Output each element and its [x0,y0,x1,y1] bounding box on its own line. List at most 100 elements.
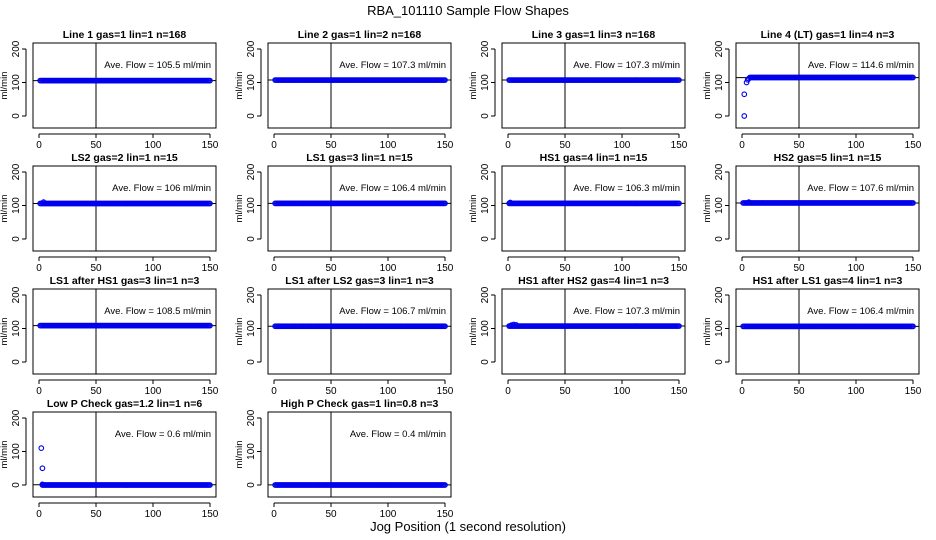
x-tick-label: 0 [739,140,745,151]
panel-title: Line 3 gas=1 lin=3 n=168 [532,29,656,41]
average-flow-annotation: Ave. Flow = 0.6 ml/min [115,429,211,440]
panel-13: Low P Check gas=1.2 lin=1 n=6 0 50 100 150 0 1… [0,398,219,520]
panel-title: HS1 gas=4 lin=1 n=15 [540,152,648,164]
y-tick-label: 100 [714,74,725,91]
y-tick-label: 200 [246,409,257,426]
panel-title: HS1 after LS1 gas=4 lin=1 n=3 [753,275,903,287]
x-tick-label: 0 [36,509,42,520]
y-tick-label: 200 [11,286,22,303]
x-tick-label: 100 [380,140,397,151]
panel-title: LS2 gas=2 lin=1 n=15 [71,152,178,164]
x-tick-label: 150 [202,386,219,397]
panel-4: Line 4 (LT) gas=1 lin=4 n=3 0 50 100 150 0 100… [702,29,922,151]
y-tick-label: 100 [246,320,257,337]
data-point [676,323,682,329]
x-tick-label: 150 [671,386,688,397]
data-point [207,200,213,207]
data-point [910,323,916,330]
x-tick-label: 50 [90,386,102,397]
y-tick-label: 100 [11,74,22,91]
y-tick-label: 0 [714,236,725,242]
data-points [740,199,916,206]
data-point [741,91,748,98]
x-tick-label: 150 [905,140,922,151]
y-tick-label: 100 [480,320,491,337]
data-point [442,323,448,330]
x-tick-label: 50 [793,263,805,274]
y-axis-label: ml/min [234,441,245,469]
panel-title: High P Check gas=1 lin=0.8 n=3 [281,398,439,410]
y-axis-label: ml/min [702,195,713,223]
data-point [442,482,448,488]
average-flow-annotation: Ave. Flow = 106.4 ml/min [807,306,914,317]
average-flow-annotation: Ave. Flow = 106.3 ml/min [573,183,680,194]
y-tick-label: 0 [11,359,22,365]
plot-frame [32,288,217,375]
x-tick-label: 100 [848,140,865,151]
data-points [506,321,682,329]
y-tick-label: 0 [246,113,257,119]
data-point [741,113,748,119]
data-point [39,465,46,472]
y-tick-label: 100 [714,320,725,337]
plot-frame [501,42,686,129]
x-tick-label: 0 [271,509,277,520]
x-tick-label: 100 [614,263,631,274]
average-flow-annotation: Ave. Flow = 107.3 ml/min [573,60,680,71]
y-axis-label: ml/min [0,195,10,223]
x-tick-label: 0 [505,263,511,274]
y-axis-label: ml/min [0,441,10,469]
plot-frame [735,165,920,252]
panel-3: Line 3 gas=1 lin=3 n=168 0 50 100 150 0 100 200… [468,29,688,151]
panel-title: Line 1 gas=1 lin=1 n=168 [63,29,187,41]
y-tick-label: 0 [714,359,725,365]
y-tick-label: 0 [11,482,22,488]
y-tick-label: 200 [11,163,22,180]
x-tick-label: 100 [145,263,162,274]
data-point [743,79,750,86]
data-points [38,445,213,488]
plot-frame [501,165,686,252]
x-tick-label: 0 [36,386,42,397]
y-tick-label: 100 [11,197,22,214]
data-points [272,77,448,83]
panel-11: HS1 after HS2 gas=4 lin=1 n=3 0 50 100 150 0 1… [468,275,688,397]
x-tick-label: 0 [505,140,511,151]
data-points [272,323,448,330]
panel-2: Line 2 gas=1 lin=2 n=168 0 50 100 150 0 100 200… [234,29,454,151]
x-tick-label: 0 [271,263,277,274]
y-axis-label: ml/min [702,318,713,346]
panel-title: LS1 after LS2 gas=3 lin=1 n=3 [285,275,434,287]
x-tick-label: 150 [202,509,219,520]
x-tick-label: 100 [380,386,397,397]
average-flow-annotation: Ave. Flow = 107.3 ml/min [339,60,446,71]
plot-frame [32,411,217,498]
data-point [38,445,45,452]
y-axis-label: ml/min [468,195,479,223]
plot-frame [32,42,217,129]
y-tick-label: 0 [480,113,491,119]
x-tick-label: 100 [380,263,397,274]
plot-frame [267,165,452,252]
y-tick-label: 100 [480,74,491,91]
panel-12: HS1 after LS1 gas=4 lin=1 n=3 0 50 100 150 0 1… [702,275,922,397]
x-tick-label: 50 [325,509,337,520]
panel-title: LS1 after HS1 gas=3 lin=1 n=3 [50,275,200,287]
y-axis-label: ml/min [468,318,479,346]
x-tick-label: 50 [325,386,337,397]
x-tick-label: 50 [559,263,571,274]
data-points [37,77,213,84]
y-tick-label: 0 [246,482,257,488]
average-flow-annotation: Ave. Flow = 108.5 ml/min [104,306,211,317]
y-axis-label: ml/min [468,72,479,100]
x-tick-label: 0 [739,386,745,397]
panel-title: LS1 gas=3 lin=1 n=15 [306,152,413,164]
data-points [506,77,682,83]
x-tick-label: 50 [90,140,102,151]
panel-8: HS2 gas=5 lin=1 n=15 0 50 100 150 0 100 200 ml/m… [702,152,922,274]
y-tick-label: 0 [246,359,257,365]
panel-title: HS2 gas=5 lin=1 n=15 [774,152,882,164]
y-tick-label: 0 [480,359,491,365]
x-tick-label: 100 [380,509,397,520]
